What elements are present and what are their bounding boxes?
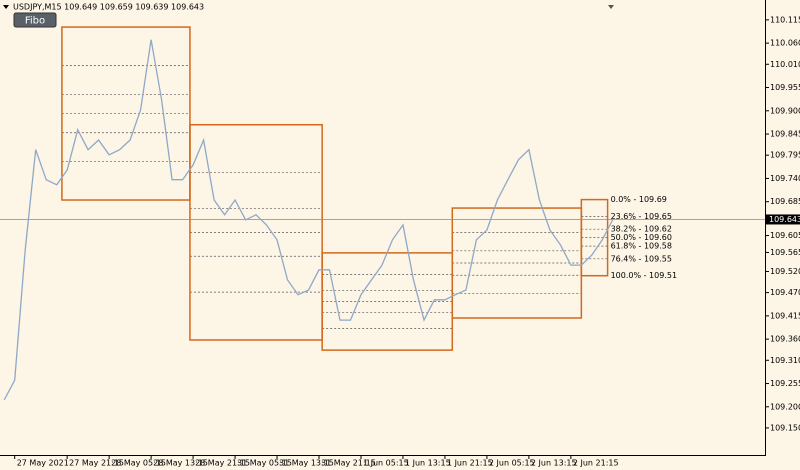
- y-tick-label: 109.200: [770, 402, 800, 411]
- y-tick-label: 110.010: [770, 60, 800, 69]
- y-tick-label: 109.845: [770, 130, 800, 139]
- fibo-box: [189, 123, 323, 341]
- x-tick-label: 27 May 21:15: [69, 459, 124, 468]
- x-tick-label: 31 May 21:15: [321, 459, 376, 468]
- y-tick-label: 109.955: [770, 83, 800, 92]
- current-price-box: [766, 214, 800, 225]
- x-tick-label: 27 May 2021: [17, 459, 69, 468]
- y-tick-label: 109.150: [770, 423, 800, 432]
- fibo-level-label: 61.8% - 109.58: [611, 242, 672, 251]
- chart-title: USDJPY,M15 109.649 109.659 109.639 109.6…: [13, 3, 204, 12]
- x-tick-label: 31 May 05:15: [237, 459, 292, 468]
- x-tick-label: 31 May 13:15: [279, 459, 334, 468]
- x-tick-label: 1 Jun 05:15: [363, 459, 409, 468]
- y-tick-label: 109.415: [770, 311, 800, 320]
- fibo-box: [580, 198, 609, 277]
- x-tick-label: 2 Jun 13:15: [531, 459, 577, 468]
- y-tick-label: 109.470: [770, 288, 800, 297]
- fibo-level-label: 38.2% - 109.62: [611, 225, 672, 234]
- fibo-box: [61, 26, 191, 201]
- y-tick-label: 109.795: [770, 151, 800, 160]
- fibo-level-label: 0.0% - 109.69: [611, 195, 667, 204]
- fibo-button-label[interactable]: Fibo: [25, 16, 45, 27]
- y-tick-label: 109.605: [770, 231, 800, 240]
- menu-arrow[interactable]: [3, 5, 9, 9]
- x-tick-label: 28 May 21:15: [195, 459, 250, 468]
- x-tick-label: 2 Jun 21:15: [573, 459, 619, 468]
- price-line: [3, 39, 614, 401]
- y-tick-label: 110.115: [770, 15, 800, 24]
- fibo-level-label: 23.6% - 109.65: [611, 212, 672, 221]
- y-tick-label: 110.060: [770, 39, 800, 48]
- fibo-level-label: 50.0% - 109.60: [611, 233, 672, 242]
- y-tick-label: 109.255: [770, 379, 800, 388]
- x-tick-label: 1 Jun 21:15: [447, 459, 493, 468]
- fibo-level-label: 76.4% - 109.55: [611, 254, 672, 263]
- y-tick-label: 109.310: [770, 356, 800, 365]
- x-tick-label: 2 Jun 05:15: [489, 459, 535, 468]
- x-tick-label: 28 May 13:15: [153, 459, 208, 468]
- x-tick-label: 1 Jun 13:15: [405, 459, 451, 468]
- y-tick-label: 109.520: [770, 267, 800, 276]
- y-tick-label: 109.685: [770, 197, 800, 206]
- shift-marker: [608, 5, 614, 9]
- current-price-label: 109.643: [769, 215, 800, 224]
- y-tick-label: 109.900: [770, 106, 800, 115]
- current-price-tag: 109.643: [766, 214, 800, 225]
- fibo-level-label: 100.0% - 109.51: [611, 271, 677, 280]
- x-tick-label: 28 May 05:15: [111, 459, 166, 468]
- y-tick-label: 109.565: [770, 248, 800, 257]
- fibo-button[interactable]: [13, 12, 57, 28]
- y-tick-label: 109.360: [770, 335, 800, 344]
- y-tick-label: 109.740: [770, 174, 800, 183]
